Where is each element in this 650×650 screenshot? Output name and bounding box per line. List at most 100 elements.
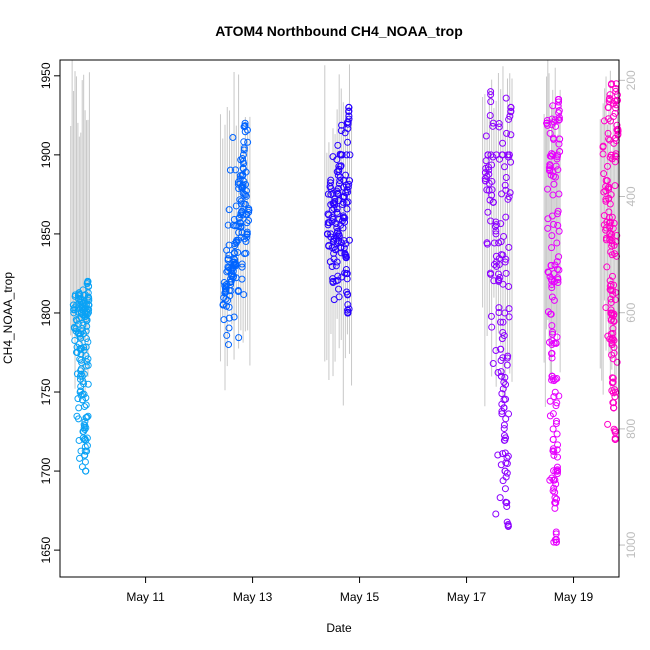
y-tick-label: 1900 [39, 141, 53, 168]
data-point [345, 305, 353, 313]
data-point [337, 239, 345, 247]
data-point [328, 262, 336, 270]
data-point [607, 286, 615, 294]
data-point [499, 450, 507, 458]
data-point [548, 244, 556, 252]
data-point [324, 190, 332, 198]
data-point [81, 291, 89, 299]
data-point [546, 162, 554, 170]
data-point [553, 239, 561, 247]
data-point [225, 206, 233, 214]
data-point [487, 98, 495, 106]
data-point [548, 121, 556, 129]
data-point [497, 356, 505, 364]
data-point [611, 386, 619, 394]
data-point [549, 445, 557, 453]
data-point [243, 233, 251, 241]
data-point [505, 115, 513, 123]
data-point [604, 162, 612, 170]
data-point [83, 413, 91, 421]
data-point [344, 138, 352, 146]
data-point [326, 182, 334, 190]
data-point [614, 130, 622, 138]
data-point [82, 335, 90, 343]
data-point [505, 313, 513, 321]
data-point [553, 155, 561, 163]
plot-frame [59, 59, 620, 578]
data-point [488, 191, 496, 199]
data-point [227, 277, 235, 285]
data-point [327, 230, 335, 238]
data-point [85, 297, 93, 305]
data-point [501, 467, 509, 475]
data-point [613, 358, 621, 366]
data-point [489, 360, 497, 368]
data-point [553, 417, 561, 425]
data-point [608, 213, 616, 221]
data-point [333, 232, 341, 240]
data-point [500, 425, 508, 433]
data-point [550, 451, 558, 459]
data-point [78, 463, 86, 471]
data-point [488, 323, 496, 331]
data-point [73, 317, 81, 325]
data-point [600, 212, 608, 220]
data-point [498, 410, 506, 418]
data-point [549, 487, 557, 495]
data-point [610, 317, 618, 325]
x-tick-label: May 11 [126, 590, 165, 604]
data-point [494, 368, 502, 376]
data-point [607, 248, 615, 256]
data-point [502, 415, 510, 423]
data-point [609, 389, 617, 397]
profile-lines [70, 60, 620, 407]
data-point [492, 252, 500, 260]
data-point [544, 224, 552, 232]
data-point [501, 485, 509, 493]
data-point [345, 107, 353, 115]
data-point [492, 347, 500, 355]
data-point [546, 166, 554, 174]
data-point [553, 446, 561, 454]
data-point [81, 458, 89, 466]
data-point [245, 205, 253, 213]
data-point [338, 121, 346, 129]
data-point [225, 303, 233, 311]
data-point [551, 494, 559, 502]
data-point [344, 309, 352, 317]
data-point [242, 249, 250, 257]
data-point [607, 191, 615, 199]
data-point [501, 181, 509, 189]
data-point [80, 390, 88, 398]
data-point [333, 168, 341, 176]
data-point [223, 268, 231, 276]
data-point [555, 116, 563, 124]
data-point [245, 216, 253, 224]
data-point [555, 96, 563, 104]
data-point [323, 230, 331, 238]
data-point [547, 310, 555, 318]
data-point [548, 284, 556, 292]
data-point [336, 150, 344, 158]
data-point [331, 201, 339, 209]
data-point [232, 202, 240, 210]
data-point [599, 150, 607, 158]
data-point [546, 412, 554, 420]
data-point [504, 522, 512, 530]
data-point [334, 189, 342, 197]
data-point [609, 355, 617, 363]
data-point [503, 502, 511, 510]
data-point [238, 154, 246, 162]
data-point [70, 309, 78, 317]
data-point [545, 338, 553, 346]
data-point [613, 121, 621, 129]
data-point [504, 352, 512, 360]
data-point [603, 263, 611, 271]
data-point [346, 151, 354, 159]
data-point [490, 277, 498, 285]
data-point [504, 151, 512, 159]
data-point [496, 273, 504, 281]
data-point [235, 214, 243, 222]
data-point [500, 404, 508, 412]
data-point [555, 253, 563, 261]
